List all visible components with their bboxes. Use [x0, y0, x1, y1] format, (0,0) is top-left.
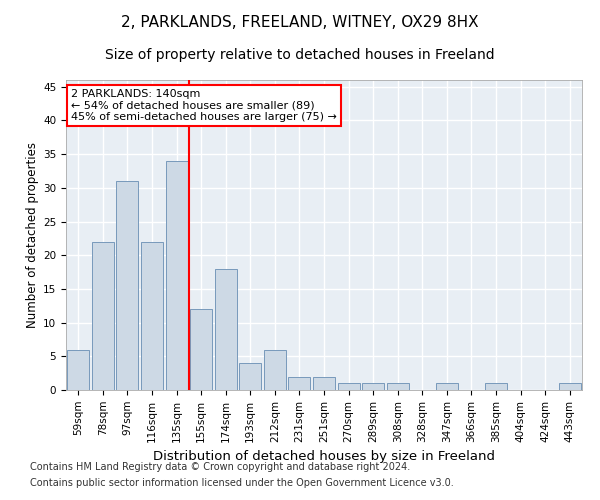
X-axis label: Distribution of detached houses by size in Freeland: Distribution of detached houses by size … [153, 450, 495, 463]
Bar [190, 309, 212, 390]
Bar [436, 384, 458, 390]
Bar [215, 268, 237, 390]
Bar [239, 363, 262, 390]
Bar [559, 384, 581, 390]
Y-axis label: Number of detached properties: Number of detached properties [26, 142, 39, 328]
Bar [166, 161, 188, 390]
Text: Size of property relative to detached houses in Freeland: Size of property relative to detached ho… [105, 48, 495, 62]
Text: Contains public sector information licensed under the Open Government Licence v3: Contains public sector information licen… [30, 478, 454, 488]
Bar [313, 376, 335, 390]
Bar [362, 384, 384, 390]
Bar [67, 350, 89, 390]
Bar [338, 384, 359, 390]
Bar [92, 242, 114, 390]
Bar [386, 384, 409, 390]
Bar [289, 376, 310, 390]
Bar [116, 181, 139, 390]
Bar [264, 350, 286, 390]
Text: 2, PARKLANDS, FREELAND, WITNEY, OX29 8HX: 2, PARKLANDS, FREELAND, WITNEY, OX29 8HX [121, 15, 479, 30]
Text: 2 PARKLANDS: 140sqm
← 54% of detached houses are smaller (89)
45% of semi-detach: 2 PARKLANDS: 140sqm ← 54% of detached ho… [71, 90, 337, 122]
Bar [485, 384, 507, 390]
Bar [141, 242, 163, 390]
Text: Contains HM Land Registry data © Crown copyright and database right 2024.: Contains HM Land Registry data © Crown c… [30, 462, 410, 472]
